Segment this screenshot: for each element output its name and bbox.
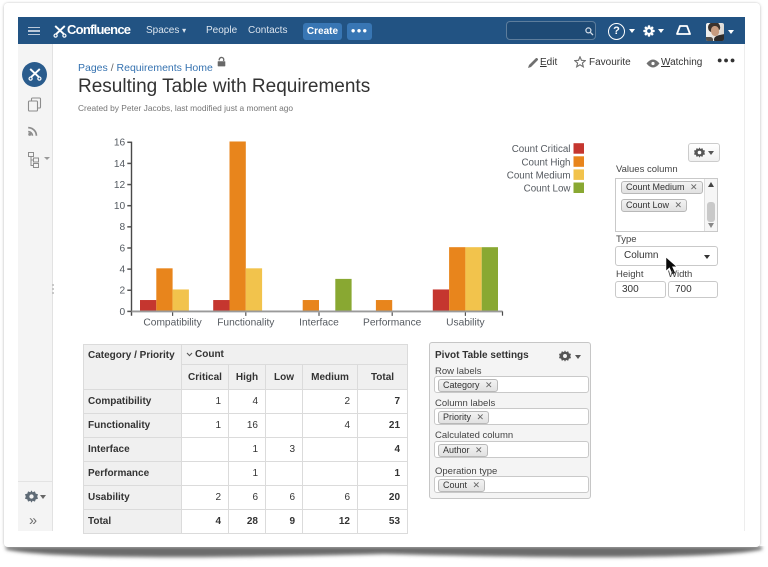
svg-text:Usability: Usability	[446, 318, 485, 329]
svg-text:6: 6	[120, 243, 126, 254]
svg-text:8: 8	[120, 222, 126, 233]
svg-text:Count Critical: Count Critical	[512, 144, 571, 155]
svg-text:12: 12	[114, 180, 126, 191]
svg-text:Count Low: Count Low	[524, 184, 572, 195]
svg-text:Compatibility: Compatibility	[143, 318, 202, 329]
svg-text:Count Medium: Count Medium	[507, 170, 571, 181]
svg-text:14: 14	[114, 159, 126, 170]
svg-text:Performance: Performance	[363, 318, 422, 329]
svg-text:16: 16	[114, 138, 126, 149]
svg-text:Functionality: Functionality	[217, 318, 275, 329]
svg-text:10: 10	[114, 201, 126, 212]
svg-text:Count High: Count High	[521, 157, 570, 168]
svg-text:4: 4	[120, 265, 126, 276]
svg-text:0: 0	[120, 307, 126, 318]
svg-text:Interface: Interface	[299, 318, 339, 329]
svg-text:2: 2	[120, 286, 126, 297]
